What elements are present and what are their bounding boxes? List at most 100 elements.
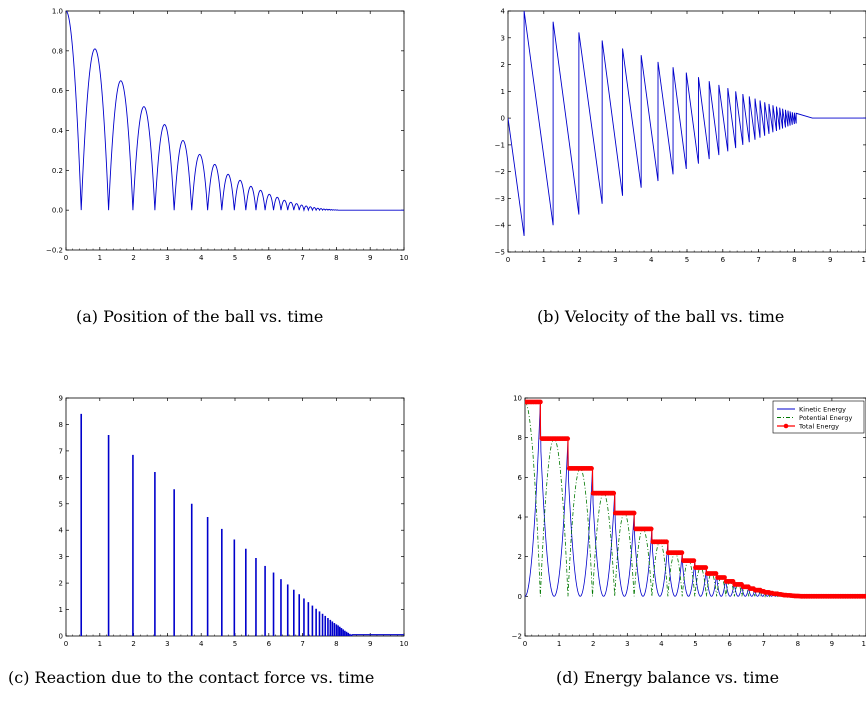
chart-d-total-dot — [589, 466, 594, 471]
chart-c-ytick-label: 3 — [59, 553, 63, 561]
chart-b-plot-frame — [507, 10, 866, 253]
chart-b-panel: 0 1 2 3 4 5 6 7 8 9 10 −5 −4 −3 −2 −1 0 1 2 3 4 (b) Velocity… — [433, 0, 866, 340]
chart-d-total-dot — [537, 399, 543, 405]
chart-d-total-dot — [691, 558, 697, 564]
chart-b-xtick-label: 8 — [792, 256, 796, 264]
chart-c-panel: 0 1 2 3 4 5 6 7 8 9 10 0 1 2 3 4 5 6 7 8 9 (c) Reaction due … — [0, 386, 433, 716]
chart-d-xtick-label: 4 — [659, 640, 664, 648]
chart-b-ytick-label: −2 — [495, 168, 505, 176]
chart-c-xtick-label: 0 — [64, 640, 68, 648]
chart-a-ytick-label: 0.8 — [52, 47, 63, 55]
chart-d-total-dot — [703, 565, 709, 570]
chart-b-series-velocity — [508, 11, 866, 236]
chart-b-svg: 0 1 2 3 4 5 6 7 8 9 10 −5 −4 −3 −2 −1 0 1 2 3 4 — [495, 8, 866, 264]
chart-b-xtick-label: 7 — [756, 256, 760, 264]
chart-c-xtick-label: 1 — [98, 640, 102, 648]
chart-d-total-dot — [648, 526, 654, 532]
chart-d-ytick-label: −2 — [512, 633, 522, 641]
chart-a-ytick-label: 1.0 — [52, 8, 63, 16]
chart-d-legend-box — [772, 400, 865, 434]
chart-a-plot-frame — [65, 10, 405, 251]
chart-c-xtick-label: 5 — [233, 640, 237, 648]
chart-d-total-dot — [713, 571, 719, 576]
chart-a-ytick-label: −0.2 — [46, 247, 63, 255]
chart-a-panel: 0 1 2 3 4 5 6 7 8 9 10 −0.2 0.0 0.2 0.4 0.6 0.8 1.0 (a) P… — [0, 0, 433, 340]
chart-b-xtick-label: 2 — [577, 256, 581, 264]
chart-b-ytick-label: −3 — [495, 195, 505, 203]
chart-b-caption: (b) Velocity of the ball vs. time — [537, 307, 785, 326]
chart-a-xtick-label: 7 — [300, 254, 304, 262]
chart-d-total-dot — [664, 539, 669, 545]
chart-a-xtick-label: 4 — [199, 254, 204, 262]
chart-a-svg: 0 1 2 3 4 5 6 7 8 9 10 −0.2 0.0 0.2 0.4 0.6 0.8 1.0 — [46, 8, 409, 263]
chart-b-xtick-label: 1 — [542, 256, 546, 264]
chart-c-xtick-label: 7 — [300, 640, 304, 648]
chart-c-ytick-label: 6 — [59, 474, 64, 482]
chart-a-xtick-label: 9 — [368, 254, 372, 262]
chart-d-xtick-label: 7 — [761, 640, 765, 648]
chart-d-xtick-label: 9 — [830, 640, 834, 648]
chart-b-ytick-label: −1 — [495, 141, 505, 149]
chart-b-ytick-label: 4 — [501, 8, 506, 16]
chart-a-xtick-label: 2 — [131, 254, 135, 262]
chart-a-xtick-label: 8 — [334, 254, 338, 262]
chart-d-xtick-label: 2 — [591, 640, 595, 648]
chart-a-xtick-label: 6 — [267, 254, 272, 262]
chart-d-total-dot — [565, 436, 571, 442]
chart-b-ytick-label: 2 — [501, 61, 505, 69]
chart-c-xtick-label: 4 — [199, 640, 204, 648]
chart-c-svg: 0 1 2 3 4 5 6 7 8 9 10 0 1 2 3 4 5 6 7 8 9 — [59, 395, 409, 649]
chart-a-xtick-label: 0 — [64, 254, 68, 262]
chart-c-xtick-label: 8 — [334, 640, 338, 648]
chart-a-series-position — [66, 11, 404, 212]
chart-a-ytick-label: 0.6 — [52, 87, 64, 95]
chart-c-ytick-label: 7 — [59, 447, 63, 455]
chart-b-ytick-label: −5 — [495, 249, 505, 257]
chart-d-ytick-label: 8 — [518, 434, 522, 442]
chart-c-ytick-label: 8 — [59, 421, 63, 429]
chart-b-xtick-label: 10 — [862, 256, 866, 264]
chart-d-ytick-label: 4 — [518, 514, 523, 522]
chart-d-legend-label: Total Energy — [798, 422, 839, 430]
chart-c-ytick-label: 1 — [59, 606, 63, 614]
chart-c-xtick-label: 2 — [131, 640, 135, 648]
chart-d-total-dot — [631, 510, 637, 516]
chart-a-xtick-label: 5 — [233, 254, 237, 262]
chart-c-xtick-label: 10 — [400, 640, 409, 648]
chart-d-ytick-label: 0 — [518, 593, 522, 601]
chart-c-caption: (c) Reaction due to the contact force vs… — [8, 668, 375, 687]
chart-d-ytick-label: 6 — [518, 474, 523, 482]
chart-d-legend-label: Kinetic Energy — [799, 405, 846, 413]
chart-d-xtick-label: 0 — [523, 640, 527, 648]
chart-a-ytick-label: 0.0 — [52, 207, 63, 215]
chart-d-plot-frame — [524, 397, 866, 637]
chart-d-legend-label: Potential Energy — [799, 414, 852, 422]
chart-d-ytick-label: 10 — [513, 395, 522, 403]
chart-d-xtick-label: 1 — [557, 640, 561, 648]
chart-d-total-dot — [863, 593, 866, 599]
chart-a-xtick-label: 3 — [165, 254, 169, 262]
chart-b-xtick-label: 0 — [506, 256, 510, 264]
chart-b-xtick-label: 5 — [685, 256, 689, 264]
chart-d-caption: (d) Energy balance vs. time — [556, 668, 780, 687]
chart-a-ytick-label: 0.4 — [52, 127, 64, 135]
chart-d-total-dot — [722, 575, 727, 580]
chart-d-total-dot — [679, 550, 685, 556]
chart-b-ytick-label: −4 — [495, 222, 506, 230]
chart-c-ytick-label: 4 — [59, 527, 64, 535]
chart-d-xtick-label: 5 — [693, 640, 697, 648]
chart-b-xtick-label: 3 — [613, 256, 617, 264]
chart-c-xtick-label: 9 — [368, 640, 372, 648]
chart-a-xtick-label: 1 — [98, 254, 102, 262]
chart-a-caption: (a) Position of the ball vs. time — [76, 307, 324, 326]
chart-b-xtick-label: 9 — [828, 256, 832, 264]
chart-d-xtick-label: 10 — [862, 640, 866, 648]
chart-b-xtick-label: 4 — [649, 256, 654, 264]
chart-b-xtick-label: 6 — [721, 256, 726, 264]
chart-d-xtick-label: 3 — [625, 640, 629, 648]
chart-c-xtick-label: 3 — [165, 640, 169, 648]
chart-b-ytick-label: 0 — [501, 115, 505, 123]
chart-a-xtick-label: 10 — [400, 254, 409, 262]
